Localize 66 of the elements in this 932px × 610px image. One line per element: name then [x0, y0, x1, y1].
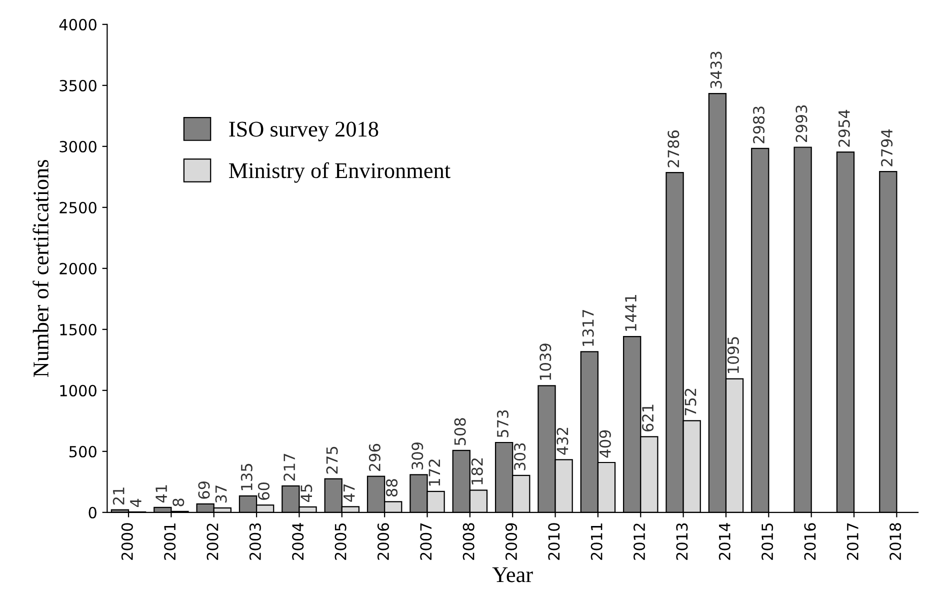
x-tick-label: 2000 — [121, 523, 133, 560]
x-tick-label: 2005 — [334, 523, 346, 560]
x-tick-label: 2003 — [249, 523, 261, 560]
data-label: 37 — [215, 486, 227, 503]
x-tick-label: 2013 — [676, 523, 688, 560]
x-tick-label: 2018 — [890, 523, 902, 560]
data-label: 135 — [240, 464, 252, 490]
y-axis-title: Number of certifications — [32, 160, 49, 377]
data-label: 21 — [112, 488, 124, 505]
data-label: 69 — [198, 481, 210, 499]
x-tick-label: 2009 — [505, 523, 518, 560]
data-label: 8 — [172, 498, 184, 506]
y-tick-label: 4000 — [59, 18, 96, 30]
data-label: 41 — [156, 485, 167, 502]
data-label: 1039 — [540, 344, 552, 380]
data-label: 47 — [344, 484, 355, 502]
y-tick-label: 2500 — [60, 202, 96, 214]
x-tick-label: 2006 — [377, 523, 390, 560]
y-tick-label: 2000 — [60, 262, 96, 274]
x-tick-label: 2011 — [590, 524, 602, 560]
y-tick-label: 500 — [69, 446, 96, 458]
data-label: 3433 — [710, 52, 722, 88]
y-tick-label: 3000 — [60, 140, 96, 152]
x-tick-label: 2007 — [420, 523, 432, 560]
data-label: 275 — [326, 446, 338, 474]
data-label: 2786 — [668, 130, 680, 168]
legend-label: Ministry of Environment — [229, 162, 450, 183]
data-label: 2983 — [752, 106, 765, 144]
data-label: 409 — [599, 430, 611, 458]
data-label: 172 — [428, 460, 440, 486]
x-tick-label: 2001 — [164, 524, 176, 560]
data-label: 752 — [684, 388, 696, 416]
data-label: 309 — [412, 442, 424, 470]
y-tick-label: 3500 — [60, 80, 96, 92]
data-label: 1095 — [727, 337, 739, 373]
x-tick-label: 2014 — [718, 522, 730, 560]
x-tick-label: 2012 — [634, 524, 646, 560]
x-tick-label: 2008 — [462, 523, 474, 560]
data-label: 621 — [642, 404, 654, 432]
data-label: 303 — [514, 443, 526, 470]
data-label: 1441 — [625, 294, 636, 331]
data-label: 4 — [130, 498, 142, 507]
data-label: 60 — [258, 482, 270, 500]
data-label: 296 — [368, 444, 380, 471]
x-tick-label: 2015 — [762, 523, 774, 560]
data-label: 508 — [454, 418, 466, 446]
data-label: 2794 — [881, 129, 893, 166]
data-label: 2954 — [838, 110, 850, 147]
data-label: 182 — [471, 458, 483, 484]
x-axis-title: Year — [492, 567, 533, 582]
data-label: 573 — [496, 410, 508, 438]
data-label: 432 — [556, 428, 568, 455]
data-label: 1317 — [582, 310, 594, 346]
x-tick-label: 2016 — [804, 523, 816, 560]
legend-label: ISO survey 2018 — [229, 122, 378, 142]
y-tick-label: 0 — [88, 506, 96, 518]
x-tick-label: 2004 — [292, 522, 304, 560]
data-label: 45 — [300, 484, 312, 502]
data-label: 88 — [386, 479, 398, 496]
y-tick-label: 1000 — [60, 384, 96, 396]
x-tick-label: 2017 — [846, 523, 858, 560]
x-tick-label: 2002 — [206, 524, 218, 560]
y-tick-label: 1500 — [60, 324, 96, 336]
data-label: 217 — [284, 454, 295, 481]
x-tick-label: 2010 — [548, 523, 560, 560]
data-label: 2993 — [796, 105, 808, 142]
